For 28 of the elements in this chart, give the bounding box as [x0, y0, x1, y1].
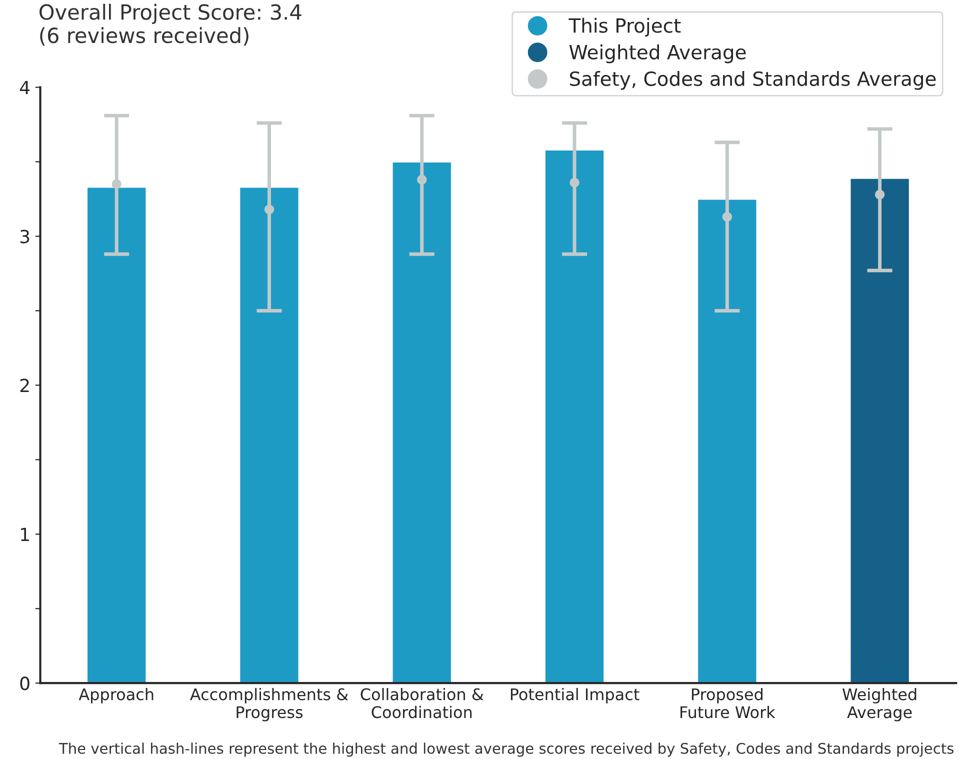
point: [570, 178, 580, 188]
bar: [544, 149, 605, 684]
point: [112, 179, 122, 189]
y-tick-label: 2: [20, 378, 29, 392]
y-tick-label: 3: [20, 230, 30, 244]
chart-title: Overall Project Score: 3.4 (6 reviews received): [40, 4, 302, 46]
x-tick-label: Potential Impact: [510, 688, 640, 704]
bar: [849, 177, 910, 684]
x-tick-label: Accomplishments & Progress: [190, 688, 348, 722]
point: [264, 204, 274, 214]
legend-label: This Project: [568, 18, 681, 37]
point: [417, 174, 427, 184]
text: The vertical hash-lines represent the highest and lowest average scores received by Safety, Codes and Standards projects: [58, 742, 954, 757]
point: [874, 190, 885, 200]
bar: [696, 198, 758, 684]
x-tick-label: Weighted Average: [842, 688, 916, 722]
x-tick-label: Collaboration & Coordination: [360, 688, 484, 718]
point: [722, 212, 732, 222]
bar: [391, 161, 452, 684]
legend-label: Weighted Average: [569, 44, 746, 64]
bar: [238, 186, 300, 684]
y-tick-label: 0: [20, 676, 30, 690]
x-tick-label: Proposed Future Work: [680, 688, 776, 718]
y-tick-label: 1: [21, 528, 29, 542]
y-tick-label: 4: [20, 80, 30, 94]
bar: [86, 186, 148, 684]
x-tick-label: Approach: [78, 688, 154, 704]
legend-label: Safety, Codes and Standards Average: [570, 71, 936, 90]
